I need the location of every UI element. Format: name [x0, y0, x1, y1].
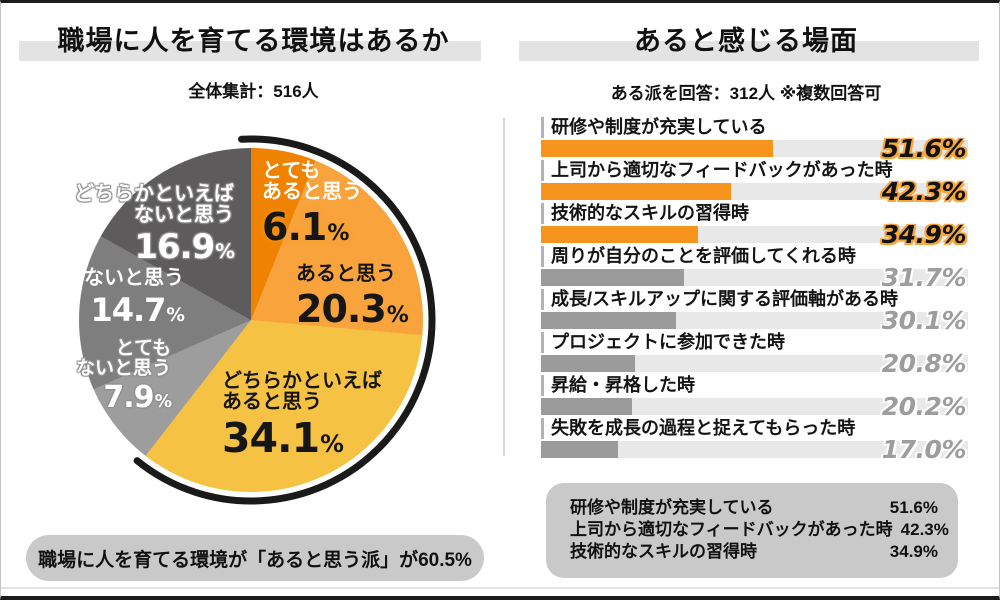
bar-fill [541, 140, 774, 157]
left-title-band [19, 41, 481, 61]
bar-label: 失敗を成長の過程と捉えてもらった時 [541, 418, 968, 439]
bar-value: 42.3% [881, 177, 967, 206]
summary-row: 技術的なスキルの習得時 34.9% [570, 541, 938, 563]
bar-label: プロジェクトに参加できた時 [541, 332, 968, 353]
right-title-band [519, 41, 979, 61]
pie-label-totemo-nai: とても ないと思う 7.9% [67, 338, 172, 415]
bar-row: 昇給・昇格した時 20.2% [541, 375, 968, 421]
bar-fill [541, 183, 732, 200]
bar-track [541, 140, 968, 157]
bar-row: 技術的なスキルの習得時 34.9% [541, 203, 968, 249]
bar-value: 51.6% [881, 134, 967, 163]
bar-row: 失敗を成長の過程と捉えてもらった時 17.0% [541, 418, 968, 464]
bar-value: 17.0% [881, 435, 967, 464]
bar-value: 31.7% [881, 263, 967, 292]
bar-label: 昇給・昇格した時 [541, 375, 968, 396]
bar-fill [541, 312, 677, 329]
bar-row: プロジェクトに参加できた時 20.8% [541, 332, 968, 378]
top3-summary-box: 研修や制度が充実している 51.6% 上司から適切なフィードバックがあった時 42.3… [546, 483, 958, 578]
summary-value: 42.3% [900, 520, 949, 539]
bar-label: 技術的なスキルの習得時 [541, 203, 968, 224]
pie-circle [79, 148, 423, 492]
bar-label: 成長/スキルアップに関する評価軸がある時 [541, 289, 968, 310]
bar-fill [541, 398, 632, 415]
summary-label: 研修や制度が充実している [570, 498, 774, 517]
bar-fill [541, 355, 635, 372]
bar-track [541, 226, 968, 243]
pie-chart: とても あると思う 6.1% あると思う 20.3% どちらかといえば あると思う 34.1%… [1, 3, 506, 596]
right-subtitle: ある派を回答：312人 ※複数回答可 [610, 84, 882, 103]
pie-label-dochiraka-nai: どちらかといえば ないと思う 16.9% [39, 183, 235, 267]
highlight-arc [66, 135, 436, 505]
left-title: 職場に人を育てる環境はあるか [57, 26, 450, 56]
pie-label-dochiraka-aru: どちらかといえば あると思う 34.1% [222, 371, 382, 459]
bar-value: 20.2% [881, 392, 967, 421]
pie-segment-value: 20.3% [296, 287, 409, 331]
pie-segment-name: とても ないと思う [75, 338, 171, 379]
bar-label: 上司から適切なフィードバックがあった時 [541, 160, 968, 181]
left-footer-pill: 職場に人を育てる環境が「あると思う派」が60.5% [26, 535, 484, 581]
summary-row: 上司から適切なフィードバックがあった時 42.3% [570, 519, 949, 541]
bottom-accent-line [1, 587, 999, 589]
bar-row: 上司から適切なフィードバックがあった時 42.3% [541, 160, 968, 206]
bar-track [541, 355, 968, 372]
right-title: あると感じる場面 [634, 26, 858, 56]
bar-value: 34.9% [881, 220, 967, 249]
pie-segment-value: 7.9% [103, 379, 172, 415]
bar-fill [541, 269, 684, 286]
bar-value: 30.1% [881, 306, 967, 335]
bar-value: 20.8% [881, 349, 967, 378]
pie-segment-value: 34.1% [222, 414, 344, 462]
bar-label: 周りが自分のことを評価してくれる時 [541, 246, 968, 267]
bar-track [541, 312, 968, 329]
pie-segment-name: とても あると思う [262, 160, 362, 203]
summary-label: 技術的なスキルの習得時 [570, 542, 757, 561]
summary-row: 研修や制度が充実している 51.6% [570, 497, 938, 519]
bar-track [541, 441, 968, 458]
pie-segment-value: 6.1% [262, 205, 349, 249]
pie-segment-name: どちらかといえば あると思う [222, 370, 382, 413]
pie-segment-name: どちらかといえば ないと思う [74, 183, 234, 226]
pie-label-nai: ないと思う 14.7% [67, 267, 185, 329]
bar-track [541, 183, 968, 200]
bar-fill [541, 441, 618, 458]
bar-row: 周りが自分のことを評価してくれる時 31.7% [541, 246, 968, 292]
pie-segment-value: 16.9% [134, 227, 235, 267]
bar-row: 成長/スキルアップに関する評価軸がある時 30.1% [541, 289, 968, 335]
summary-value: 34.9% [889, 542, 938, 561]
pie-segment-value: 14.7% [90, 291, 185, 329]
bar-row: 研修や制度が充実している 51.6% [541, 117, 968, 163]
panel-divider [503, 118, 505, 456]
pie-segment-name: ないと思う [84, 267, 184, 289]
bar-label: 研修や制度が充実している [541, 117, 968, 138]
summary-value: 51.6% [889, 498, 938, 517]
summary-label: 上司から適切なフィードバックがあった時 [570, 520, 893, 539]
left-subtitle: 全体集計：516人 [188, 82, 319, 101]
pie-label-aru: あると思う 20.3% [296, 263, 409, 331]
bar-track [541, 398, 968, 415]
pie-segment-name: あると思う [296, 263, 396, 285]
pie-label-totemo-aru: とても あると思う 6.1% [262, 160, 362, 249]
top3-summary-rows: 研修や制度が充実している 51.6% 上司から適切なフィードバックがあった時 42.3… [570, 497, 949, 563]
bar-fill [541, 226, 699, 243]
bar-track [541, 269, 968, 286]
